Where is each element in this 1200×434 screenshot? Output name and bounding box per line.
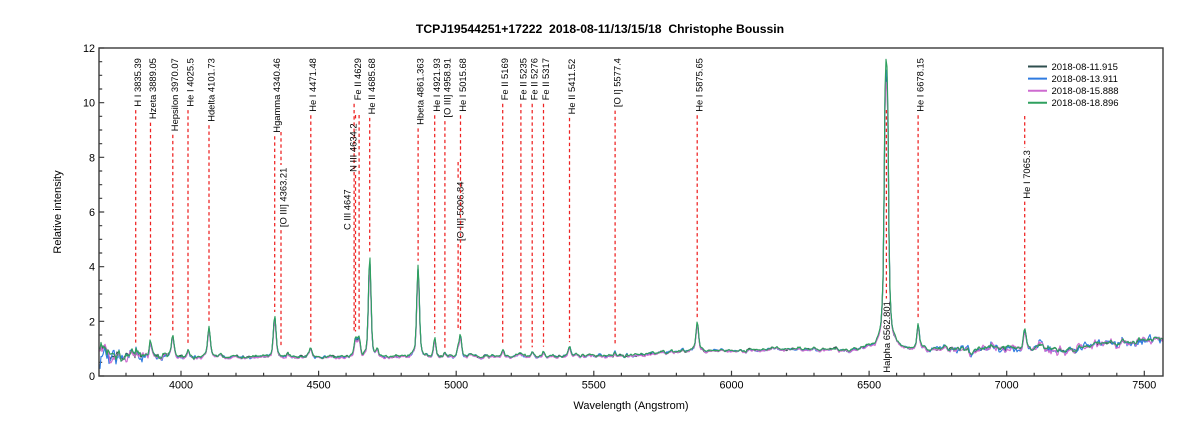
svg-text:2018-08-13.911: 2018-08-13.911 bbox=[1052, 74, 1118, 85]
svg-text:6000: 6000 bbox=[719, 380, 743, 392]
svg-text:He II 4685.68: He II 4685.68 bbox=[366, 58, 377, 114]
svg-text:He I 5015.68: He I 5015.68 bbox=[457, 58, 468, 112]
svg-text:He II 5411.52: He II 5411.52 bbox=[566, 59, 577, 115]
svg-text:10: 10 bbox=[83, 98, 95, 110]
svg-text:2018-08-18.896: 2018-08-18.896 bbox=[1052, 98, 1119, 109]
svg-text:[O III] 4958.91: [O III] 4958.91 bbox=[441, 58, 452, 117]
svg-text:Fe II 5235: Fe II 5235 bbox=[517, 58, 528, 100]
svg-text:He I 4025.5: He I 4025.5 bbox=[184, 58, 195, 106]
svg-text:He I 5875.65: He I 5875.65 bbox=[694, 58, 705, 112]
svg-text:Relative intensity: Relative intensity bbox=[52, 170, 64, 254]
svg-text:7500: 7500 bbox=[1132, 380, 1156, 392]
svg-text:6500: 6500 bbox=[857, 380, 881, 392]
svg-text:Hgamma 4340.46: Hgamma 4340.46 bbox=[271, 58, 282, 133]
svg-text:2: 2 bbox=[89, 316, 95, 328]
svg-text:Fe II 5169: Fe II 5169 bbox=[499, 58, 510, 100]
svg-text:4: 4 bbox=[89, 262, 95, 274]
svg-text:2018-08-11.915: 2018-08-11.915 bbox=[1052, 62, 1118, 73]
svg-text:C III 4647: C III 4647 bbox=[342, 189, 353, 230]
svg-text:8: 8 bbox=[89, 152, 95, 164]
svg-text:Fe II 4629: Fe II 4629 bbox=[352, 58, 363, 100]
svg-text:He I 4471.48: He I 4471.48 bbox=[307, 58, 318, 112]
svg-text:Hepsilon 3970.07: Hepsilon 3970.07 bbox=[169, 58, 180, 131]
svg-text:Halpha 6562.801: Halpha 6562.801 bbox=[881, 301, 892, 372]
svg-text:12: 12 bbox=[83, 43, 95, 55]
svg-text:4500: 4500 bbox=[307, 380, 331, 392]
svg-text:[O III] 4363.21: [O III] 4363.21 bbox=[277, 168, 288, 227]
svg-text:N III 4634.2: N III 4634.2 bbox=[348, 123, 359, 171]
svg-text:Hzeta 3889.05: Hzeta 3889.05 bbox=[147, 58, 158, 119]
svg-text:[O I] 5577.4: [O I] 5577.4 bbox=[612, 58, 623, 107]
svg-text:He I 6678.15: He I 6678.15 bbox=[915, 58, 926, 112]
svg-text:5000: 5000 bbox=[444, 380, 468, 392]
svg-text:Hbeta 4861.363: Hbeta 4861.363 bbox=[415, 58, 426, 125]
svg-text:Hdelta 4101.73: Hdelta 4101.73 bbox=[205, 58, 216, 122]
svg-text:He I 4921.93: He I 4921.93 bbox=[431, 58, 442, 112]
svg-text:0: 0 bbox=[89, 371, 95, 383]
svg-text:5500: 5500 bbox=[582, 380, 606, 392]
svg-text:TCPJ19544251+17222 2018-08-11: TCPJ19544251+17222 2018-08-11/13/15/18 C… bbox=[416, 22, 784, 36]
svg-text:H I 3835.39: H I 3835.39 bbox=[132, 58, 143, 106]
svg-text:Wavelength (Angstrom): Wavelength (Angstrom) bbox=[573, 400, 688, 412]
svg-text:6: 6 bbox=[89, 207, 95, 219]
svg-text:Fe II 5276: Fe II 5276 bbox=[529, 58, 540, 100]
svg-text:7000: 7000 bbox=[995, 380, 1019, 392]
svg-text:He I 7065.3: He I 7065.3 bbox=[1021, 150, 1032, 198]
svg-text:2018-08-15.888: 2018-08-15.888 bbox=[1052, 86, 1119, 97]
svg-text:Fe II 5317: Fe II 5317 bbox=[540, 58, 551, 100]
svg-text:4000: 4000 bbox=[169, 380, 193, 392]
